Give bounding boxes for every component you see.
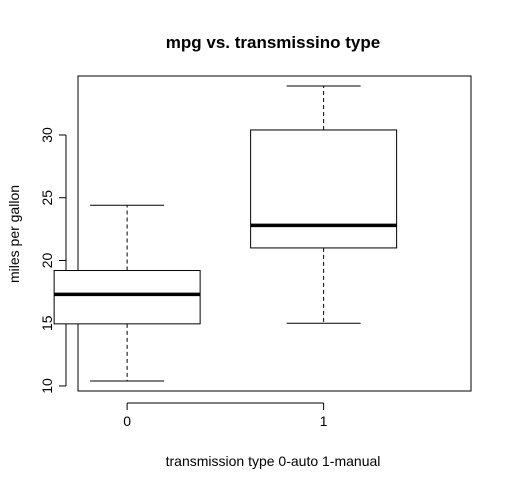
y-tick-label: 20 (39, 252, 55, 268)
chart-title: mpg vs. transmissino type (166, 33, 380, 52)
y-tick-label: 15 (39, 315, 55, 331)
plot-frame (77, 75, 472, 392)
iqr-box (53, 270, 201, 325)
iqr-box (250, 129, 398, 249)
box-group-0 (53, 204, 201, 382)
y-tick-label: 10 (39, 378, 55, 394)
boxes-layer (53, 85, 398, 382)
x-tick-label: 0 (123, 413, 131, 429)
box-group-1 (250, 85, 398, 324)
y-axis-label: miles per gallon (6, 185, 22, 283)
x-tick-label: 1 (320, 413, 328, 429)
x-axis-label: transmission type 0-auto 1-manual (166, 453, 381, 469)
y-tick-label: 30 (39, 127, 55, 143)
y-axis: 10 15 20 25 30 (39, 127, 67, 394)
y-tick-label: 25 (39, 190, 55, 206)
